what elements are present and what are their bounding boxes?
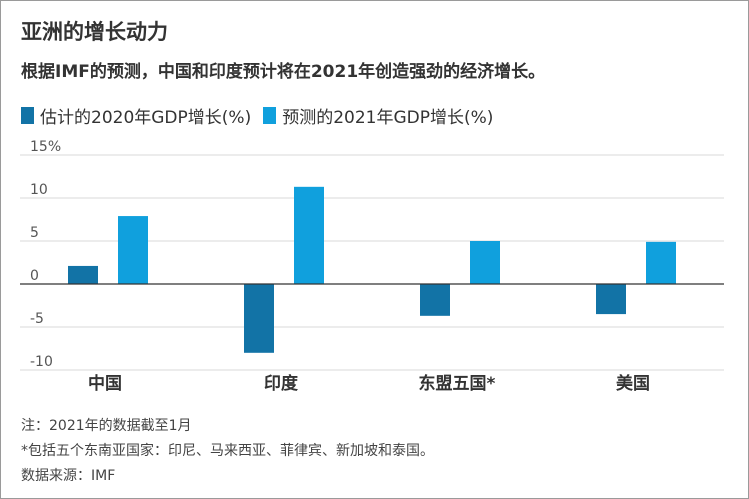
- x-tick-label: 东盟五国*: [419, 373, 496, 394]
- legend-label-2021: 预测的2021年GDP增长(%): [282, 107, 494, 128]
- chart-subtitle: 根据IMF的预测，中国和印度预计将在2021年创造强劲的经济增长。: [21, 62, 546, 82]
- bar-chart: 15% 10 5 0 -5 -10 中国 印度 东盟五国* 美国: [20, 140, 724, 394]
- bar: [596, 284, 626, 315]
- y-tick-label: -5: [30, 311, 44, 327]
- footnotes: 注：2021年的数据截至1月 *包括五个东南亚国家：印尼、马来西亚、菲律宾、新加…: [21, 414, 434, 489]
- bar: [646, 241, 676, 284]
- bar: [420, 284, 450, 316]
- y-tick-label: 5: [30, 225, 39, 241]
- footnote-source: 数据来源：IMF: [21, 468, 116, 484]
- x-tick-label: 中国: [88, 373, 122, 394]
- y-tick-label: 15%: [30, 140, 61, 155]
- x-tick-label: 美国: [616, 373, 650, 394]
- y-tick-label: 10: [30, 182, 48, 198]
- y-tick-label: 0: [30, 268, 39, 284]
- legend-swatch-2020: [21, 106, 34, 124]
- y-tick-label: -10: [30, 354, 53, 370]
- legend-label-2020: 估计的2020年GDP增长(%): [40, 107, 252, 128]
- bar: [118, 216, 148, 284]
- legend-swatch-2021: [263, 106, 277, 124]
- chart-title: 亚洲的增长动力: [21, 20, 168, 44]
- bar: [294, 186, 324, 284]
- legend-item-2021: 预测的2021年GDP增长(%): [263, 103, 493, 128]
- bar: [244, 284, 274, 353]
- x-tick-label: 印度: [264, 373, 299, 394]
- footnote-date: 注：2021年的数据截至1月: [21, 418, 192, 434]
- bar: [68, 265, 98, 284]
- footnote-asean: *包括五个东南亚国家：印尼、马来西亚、菲律宾、新加坡和泰国。: [21, 443, 434, 459]
- legend: 估计的2020年GDP增长(%) 预测的2021年GDP增长(%): [21, 103, 505, 128]
- legend-item-2020: 估计的2020年GDP增长(%): [21, 103, 251, 128]
- bar: [470, 241, 500, 284]
